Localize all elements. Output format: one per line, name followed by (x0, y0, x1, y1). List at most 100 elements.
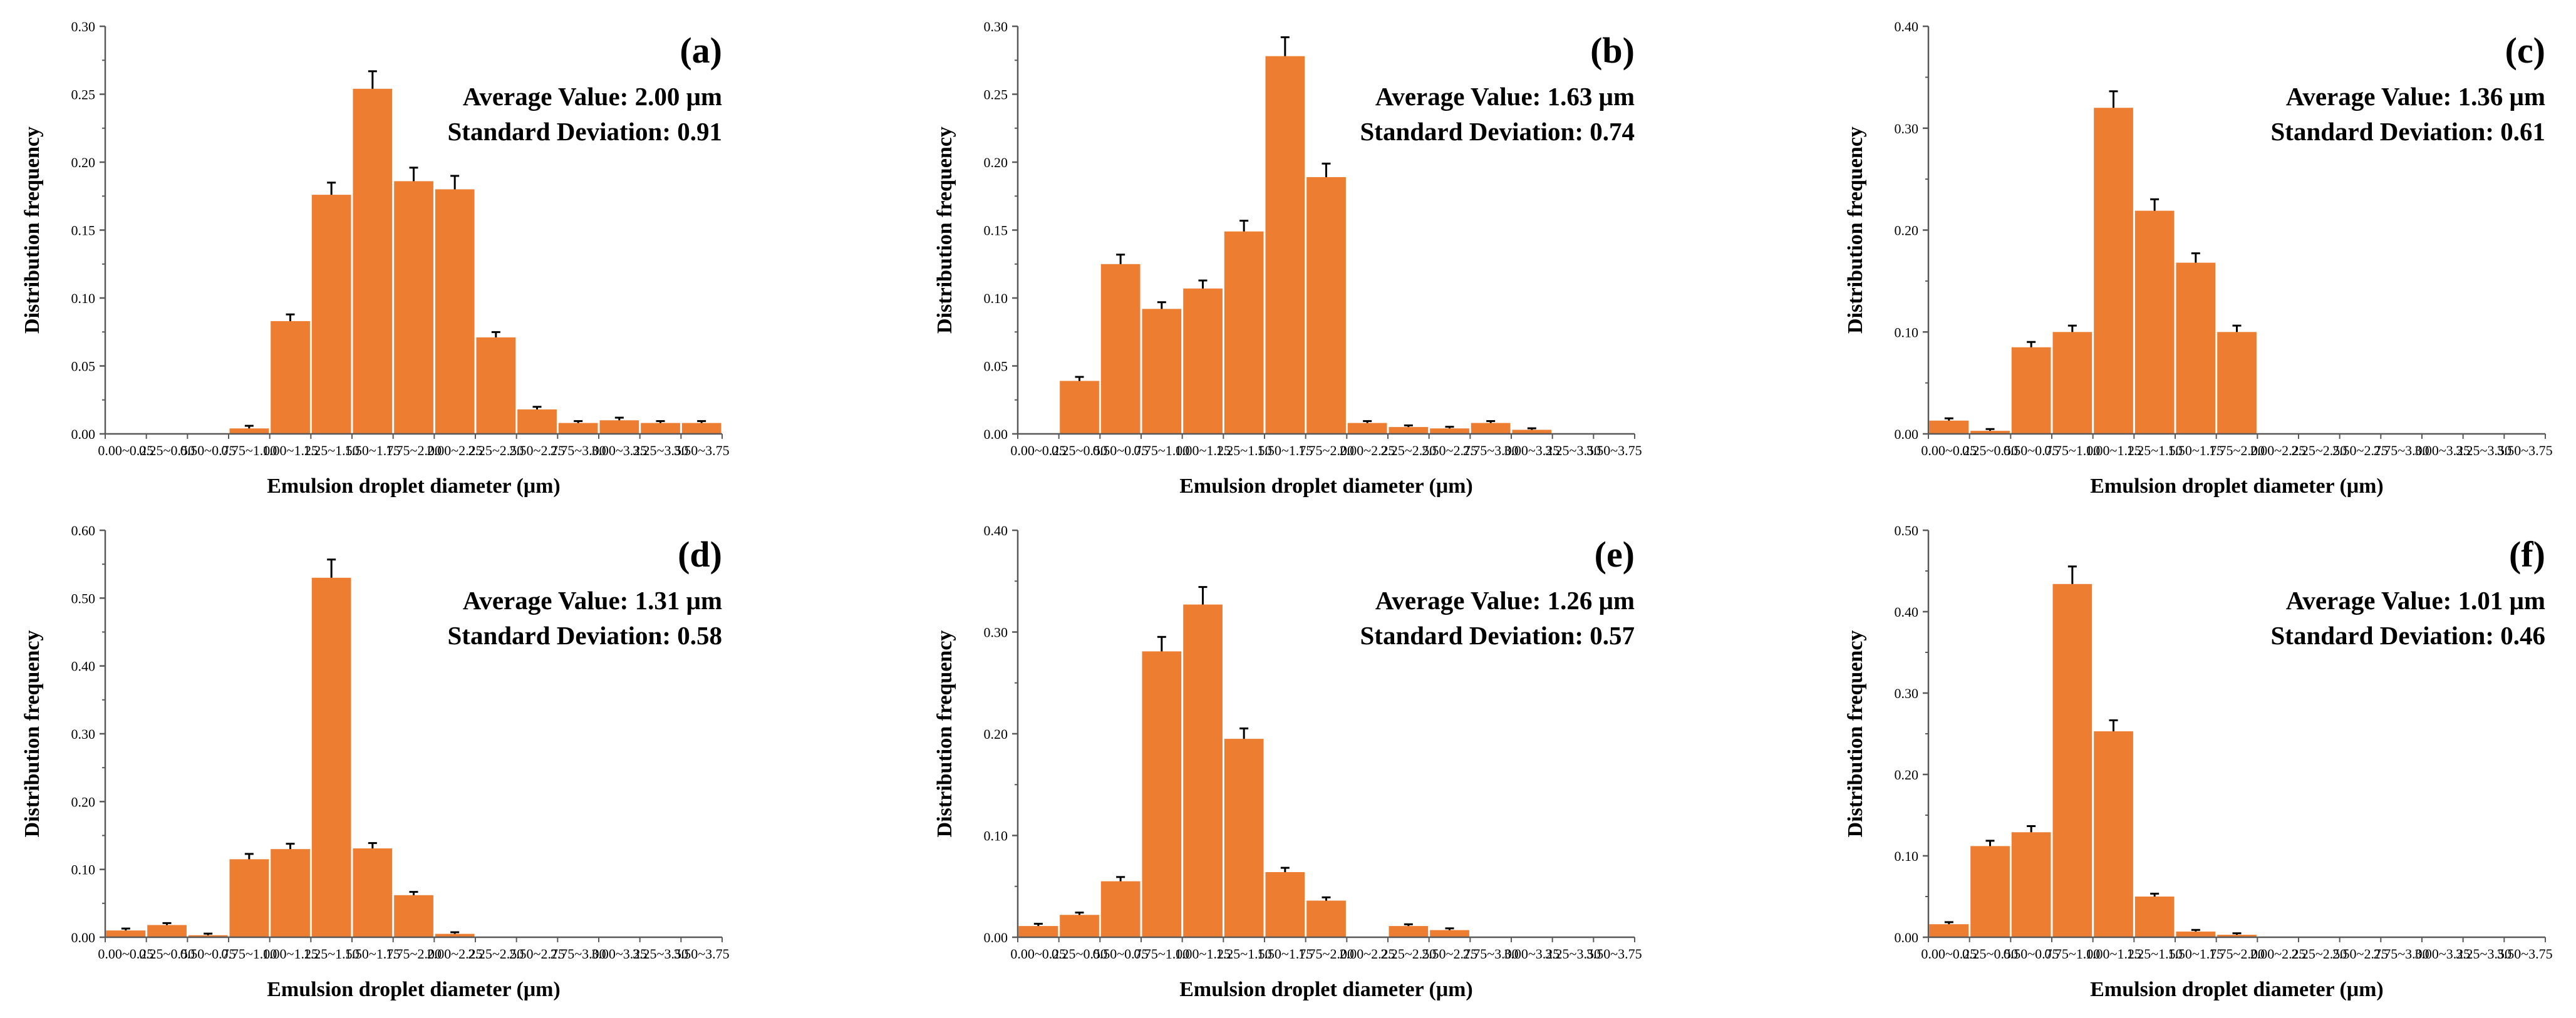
panel-d-x-tick-label: 0.25~0.50 (139, 946, 195, 962)
panel-c-bar (2176, 262, 2216, 434)
panel-e-y-tick-label: 0.20 (984, 726, 1008, 742)
panel-e-y-tick-label: 0.40 (984, 523, 1008, 538)
panel-e-x-tick-label: 0.75~1.00 (1134, 946, 1189, 962)
panel-b-x-tick-label: 2.00~2.25 (1340, 443, 1395, 458)
panel-d-y-tick-label: 0.30 (71, 726, 96, 742)
panel-d-bar (229, 859, 269, 937)
panel-f-x-tick-label: 3.50~3.75 (2497, 946, 2553, 962)
panel-e-x-tick-label: 3.50~3.75 (1586, 946, 1642, 962)
panel-f-x-tick-label: 2.00~2.25 (2250, 946, 2306, 962)
panel-c-standard-deviation: Standard Deviation: 0.61 (2270, 117, 2545, 146)
panel-a-bar (271, 321, 310, 434)
panel-b-y-tick-label: 0.15 (984, 223, 1008, 239)
panel-b-bar (1183, 288, 1223, 434)
panel-c-x-tick-label: 0.75~1.00 (2044, 443, 2100, 458)
panel-a-x-axis-title: Emulsion droplet diameter (μm) (267, 475, 561, 498)
panel-f-x-tick-label: 0.50~0.75 (2004, 946, 2059, 962)
panel-c: 0.000.100.200.300.400.00~0.250.25~0.500.… (1844, 19, 2553, 498)
panel-c-y-tick-label: 0.10 (1895, 324, 1919, 340)
panel-c-x-tick-label: 0.50~0.75 (2004, 443, 2059, 458)
panel-b: 0.00 0.05 0.10 0.15 0.20 0.25 0.30 0.00~0.250.2… (933, 19, 1642, 498)
panel-c-x-tick-label: 1.00~1.25 (2086, 443, 2141, 458)
panel-e-bar (1224, 739, 1264, 937)
panel-e-x-tick-label: 2.50~2.75 (1422, 946, 1477, 962)
panel-f-y-tick-label: 0.00 (1895, 930, 1919, 945)
panel-c-x-tick-label: 3.50~3.75 (2497, 443, 2553, 458)
panel-d-y-axis-title: Distribution frequency (21, 630, 44, 838)
panel-b-y-tick-label: 0.05 (984, 359, 1008, 374)
panel-d-bar (353, 848, 393, 937)
panel-b-x-tick-label: 1.25~1.50 (1216, 443, 1272, 458)
panel-f-x-tick-label: 1.75~2.00 (2209, 946, 2265, 962)
panel-e-label: (e) (1595, 534, 1635, 575)
panel-b-bar (1471, 423, 1511, 434)
panel-a-y-tick-label: 0.00 (71, 426, 96, 442)
panel-b-bar (1142, 309, 1182, 434)
panel-f-x-tick-label: 1.25~1.50 (2127, 946, 2183, 962)
panel-e-bar (1389, 926, 1429, 937)
panel-b-x-axis-title: Emulsion droplet diameter (μm) (1179, 475, 1473, 498)
panel-a: 0.00 0.05 0.10 0.15 0.20 0.25 0.30 0.00~0.250.2… (21, 19, 730, 498)
panel-e-x-tick-label: 0.25~0.50 (1052, 946, 1107, 962)
panel-b-x-tick-label: 3.50~3.75 (1586, 443, 1642, 458)
panel-b-bar (1306, 177, 1346, 434)
panel-d-x-tick-label: 2.00~2.25 (427, 946, 483, 962)
panel-f-average-value: Average Value: 1.01 μm (2286, 586, 2545, 615)
panel-f-bar (2094, 731, 2133, 937)
panel-a-bar (681, 423, 722, 434)
panel-f-bar (2052, 584, 2092, 937)
panel-e-bar (1306, 900, 1346, 937)
panel-c-y-axis-title: Distribution frequency (1844, 126, 1867, 334)
panel-f-y-tick-label: 0.10 (1895, 848, 1919, 864)
panel-c-x-tick-label: 1.25~1.50 (2127, 443, 2183, 458)
panel-d-x-tick-label: 3.50~3.75 (674, 946, 730, 962)
panel-f-y-tick-label: 0.30 (1895, 686, 1919, 701)
panel-a-bar (517, 409, 557, 434)
panel-c-x-tick-label: 2.50~2.75 (2332, 443, 2388, 458)
panel-c-x-tick-label: 2.75~3.00 (2374, 443, 2429, 458)
panel-b-y-tick-label: 0.30 (984, 19, 1008, 34)
panel-e-bar (1430, 930, 1469, 937)
panel-d-x-tick-label: 1.75~2.00 (386, 946, 442, 962)
panel-b-label: (b) (1590, 30, 1635, 71)
panel-d-x-tick-label: 1.25~1.50 (304, 946, 360, 962)
panel-f-y-tick-label: 0.50 (1895, 523, 1919, 538)
panel-a-x-tick-label: 3.50~3.75 (674, 443, 730, 458)
panel-e-bar (1142, 651, 1182, 937)
panel-e-y-tick-label: 0.10 (984, 828, 1008, 844)
panel-d-bar (435, 933, 475, 937)
panel-d-x-tick-label: 0.50~0.75 (180, 946, 236, 962)
panel-b-x-tick-label: 1.50~1.75 (1257, 443, 1313, 458)
panel-a-average-value: Average Value: 2.00 μm (463, 82, 722, 111)
panel-a-bar (641, 423, 680, 434)
panel-f-x-tick-label: 3.00~3.25 (2414, 946, 2470, 962)
panel-e-x-tick-label: 2.75~3.00 (1463, 946, 1519, 962)
panel-b-bar (1389, 427, 1429, 434)
panel-b-bar (1265, 56, 1305, 434)
panel-b-x-tick-label: 0.75~1.00 (1134, 443, 1189, 458)
panel-c-x-tick-label: 1.75~2.00 (2209, 443, 2265, 458)
panel-b-y-tick-label: 0.10 (984, 290, 1008, 306)
panel-a-x-tick-label: 0.25~0.50 (139, 443, 195, 458)
panel-b-x-tick-label: 0.00~0.25 (1010, 443, 1066, 458)
panel-f-bar (1929, 924, 1969, 937)
panel-a-x-tick-label: 1.75~2.00 (386, 443, 442, 458)
panel-d-standard-deviation: Standard Deviation: 0.58 (447, 621, 722, 650)
panel-e-y-tick-label: 0.30 (984, 625, 1008, 640)
panel-a-y-tick-label: 0.25 (71, 87, 96, 103)
panel-a-x-tick-label: 3.00~3.25 (591, 443, 647, 458)
panel-d-x-tick-label: 3.25~3.50 (633, 946, 688, 962)
panel-a-y-axis-title: Distribution frequency (21, 126, 44, 334)
panel-a-x-tick-label: 1.00~1.25 (262, 443, 318, 458)
panel-e-x-tick-label: 0.50~0.75 (1093, 946, 1149, 962)
panel-a-x-tick-label: 3.25~3.50 (633, 443, 688, 458)
panel-b-bar (1430, 428, 1469, 434)
panel-c-bar (2011, 347, 2051, 434)
panel-b-x-tick-label: 2.50~2.75 (1422, 443, 1477, 458)
panel-a-bar (476, 337, 516, 434)
panel-d-y-tick-label: 0.00 (71, 930, 96, 945)
panel-b-x-tick-label: 0.50~0.75 (1093, 443, 1149, 458)
panel-c-bar (2052, 332, 2092, 434)
panel-b-bar (1100, 264, 1141, 434)
